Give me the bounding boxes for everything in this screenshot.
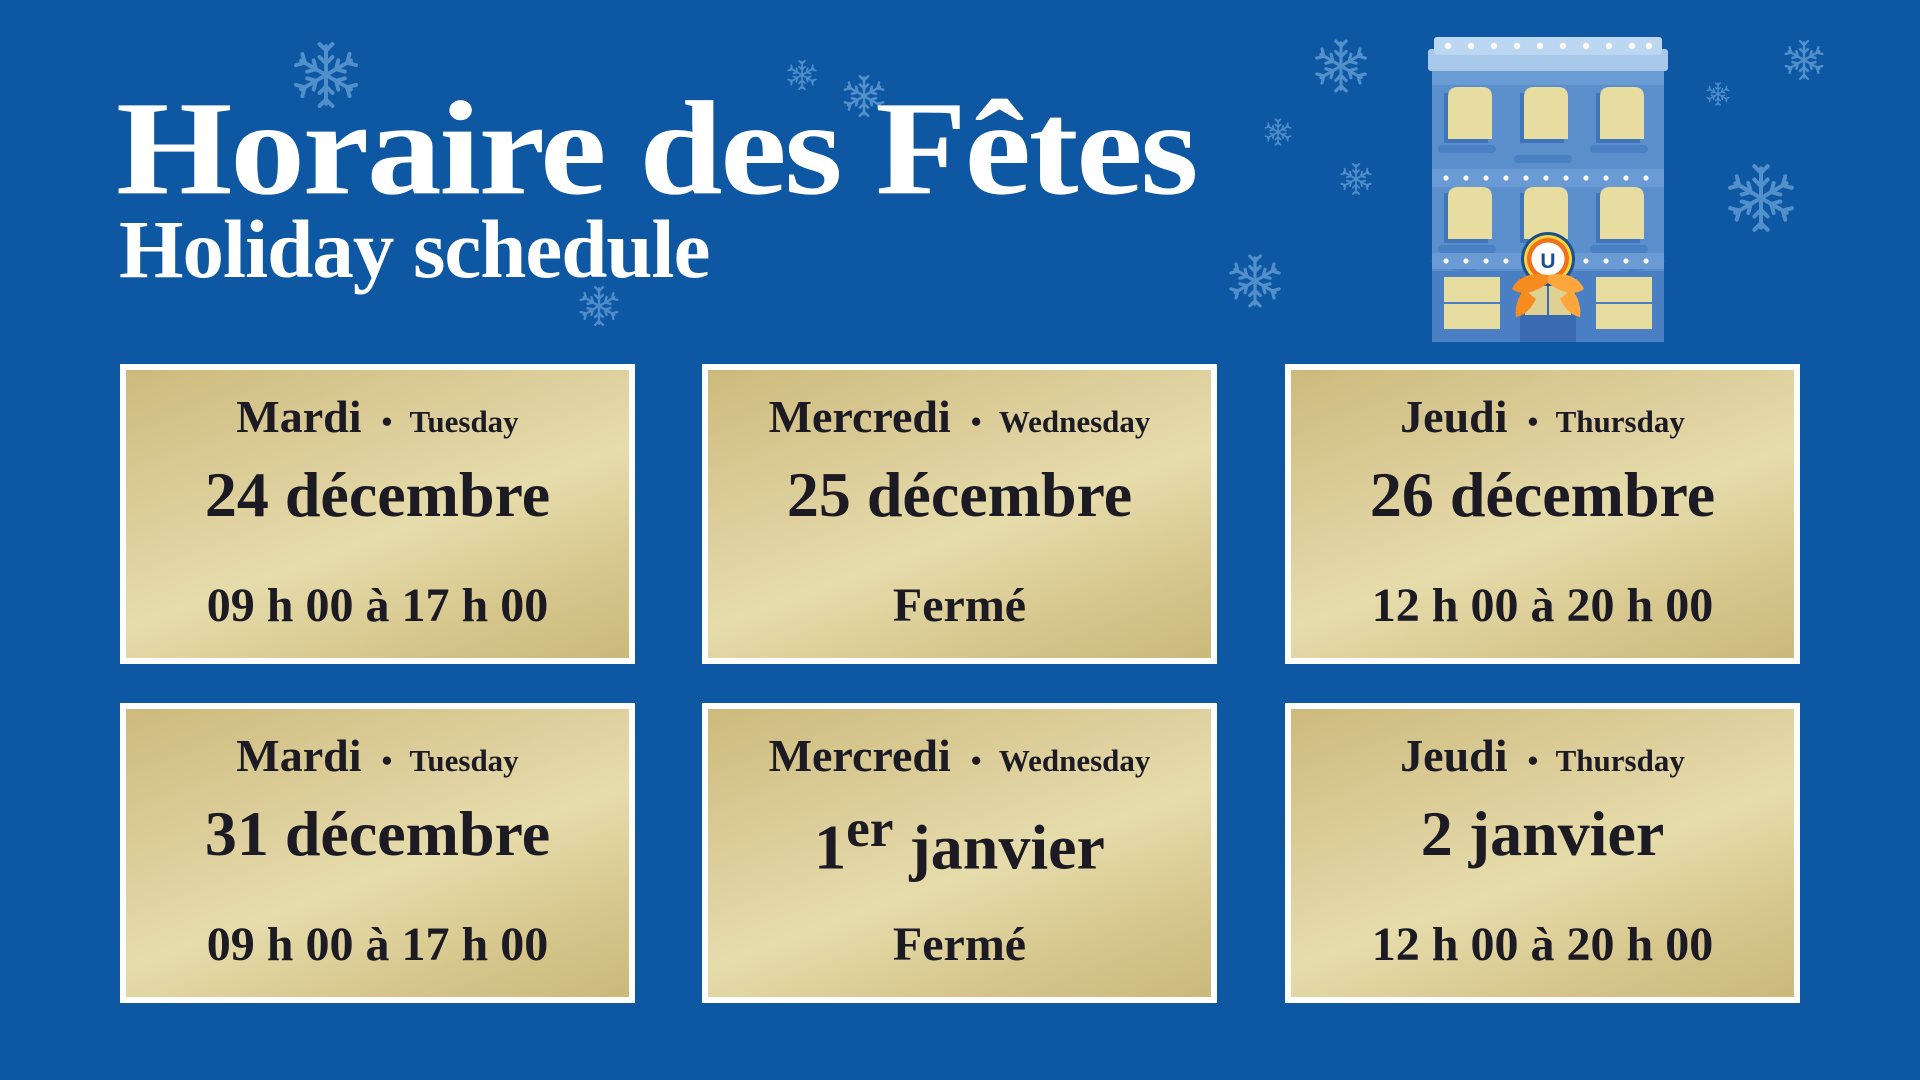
svg-text:U: U [1540, 250, 1555, 273]
